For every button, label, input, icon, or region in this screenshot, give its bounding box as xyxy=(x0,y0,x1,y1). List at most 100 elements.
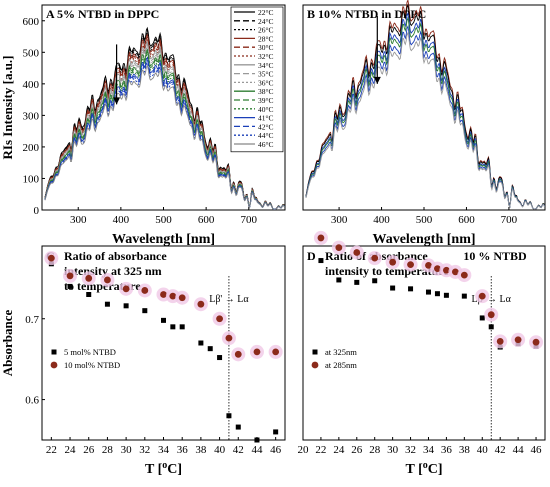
x-tick-label: 300 xyxy=(331,214,348,226)
data-point-circle xyxy=(85,274,93,282)
data-point-circle xyxy=(234,350,242,358)
data-point-square xyxy=(354,279,360,285)
legend-label: 35°C xyxy=(258,70,274,79)
data-point-square xyxy=(434,291,440,297)
legend-label: 40°C xyxy=(258,105,274,114)
x-tick-label: 44 xyxy=(513,444,525,456)
y-tick-label: 200 xyxy=(23,142,40,154)
data-point-circle xyxy=(104,276,111,284)
x-tick-label: 36 xyxy=(177,444,189,456)
arrow-head xyxy=(113,97,121,105)
x-axis-label: T [oC] xyxy=(145,460,182,477)
data-point-square xyxy=(198,340,204,346)
x-tick-label: 32 xyxy=(139,444,150,456)
data-point-circle xyxy=(451,268,459,276)
data-point-circle xyxy=(178,294,186,302)
data-point-square xyxy=(390,285,396,291)
legend-marker xyxy=(50,361,58,369)
x-axis-label-unit: C] xyxy=(167,462,182,477)
panel-title: intensity to temperature xyxy=(325,264,449,278)
data-point-square xyxy=(488,324,494,330)
legend-marker xyxy=(51,349,57,355)
data-point-circle xyxy=(514,336,522,344)
legend-label: 26°C xyxy=(258,26,274,35)
data-point-square xyxy=(461,293,467,299)
panel-extra-label: 10 % NTBD xyxy=(463,249,527,263)
x-tick-label: 40 xyxy=(214,444,226,456)
x-tick-label: 26 xyxy=(83,444,95,456)
legend-label: at 285nm xyxy=(325,360,357,370)
x-tick-label: 600 xyxy=(458,214,475,226)
x-tick-label: 500 xyxy=(416,214,433,226)
data-point-square xyxy=(273,429,279,435)
data-point-square xyxy=(104,301,110,307)
legend-label: 28°C xyxy=(258,34,274,43)
legend-label: 44°C xyxy=(258,131,274,140)
data-point-square xyxy=(443,292,449,298)
x-tick-label: 600 xyxy=(198,214,215,226)
data-point-circle xyxy=(225,334,233,342)
x-axis-label: Wavelength [nm] xyxy=(112,232,215,247)
data-point-circle xyxy=(141,287,149,294)
data-point-square xyxy=(207,346,213,352)
degree-superscript: o xyxy=(162,460,167,471)
transition-label: Lβ' → Lα xyxy=(209,294,249,305)
x-tick-label: 36 xyxy=(441,444,453,456)
x-tick-label: 34 xyxy=(158,444,170,456)
x-tick-label: 30 xyxy=(121,444,133,456)
degree-superscript: o xyxy=(423,460,428,471)
panel-label: D xyxy=(307,249,316,263)
panel-title: Ratio of absorbance xyxy=(64,249,167,263)
x-tick-label: 40 xyxy=(477,444,489,456)
data-point-circle xyxy=(47,254,55,262)
data-point-square xyxy=(235,424,241,430)
data-point-circle xyxy=(443,266,450,274)
data-point-square xyxy=(226,413,232,419)
y-tick-label: 100 xyxy=(23,173,40,185)
x-axis-label: Wavelength [nm] xyxy=(372,232,475,247)
x-tick-label: 700 xyxy=(501,214,518,226)
x-tick-label: 32 xyxy=(405,444,416,456)
y-tick-label: 0.6 xyxy=(25,395,39,407)
data-point-circle xyxy=(216,315,223,323)
x-tick-label: 20 xyxy=(298,444,310,456)
data-point-circle xyxy=(317,234,325,242)
legend-marker xyxy=(311,361,319,369)
legend-label: 32°C xyxy=(258,52,274,61)
x-tick-label: 24 xyxy=(65,444,77,456)
x-tick-label: 400 xyxy=(373,214,390,226)
x-tick-label: 400 xyxy=(113,214,130,226)
legend-label: 34°C xyxy=(258,61,274,70)
legend-label: 36°C xyxy=(258,78,274,87)
legend-label: at 325nm xyxy=(325,347,357,357)
spectrum-line xyxy=(305,0,546,210)
data-point-square xyxy=(372,278,378,284)
legend-marker xyxy=(312,349,318,355)
panel-a: 300 400 500 600 700 0 100 200 300 400 500 600 Wavele… xyxy=(0,4,286,247)
legend-box xyxy=(230,6,284,153)
data-point-circle xyxy=(371,254,379,262)
y-tick-label: 600 xyxy=(23,16,40,28)
y-axis-label: Absorbance xyxy=(0,310,15,377)
data-point-square xyxy=(142,308,148,314)
data-point-circle xyxy=(169,292,177,300)
spectrum-line xyxy=(305,3,546,210)
legend-label: 41°C xyxy=(258,114,274,123)
legend-label: 30°C xyxy=(258,43,274,52)
data-point-circle xyxy=(253,348,261,356)
data-point-circle xyxy=(389,258,397,266)
x-tick-label: 500 xyxy=(155,214,172,226)
x-tick-label: 22 xyxy=(315,444,326,456)
data-point-square xyxy=(123,303,129,309)
x-tick-label: 300 xyxy=(70,214,87,226)
panel-label: A 5% NTBD in DPPC xyxy=(46,7,159,21)
panel-c: 22 24 26 28 30 32 34 36 38 40 42 44 46 0.6 0.7 T [oC] Ab… xyxy=(0,245,286,477)
legend-label: 10 mol% NTBD xyxy=(64,360,120,370)
y-tick-label: 0.7 xyxy=(25,314,39,326)
x-tick-label: 46 xyxy=(531,444,543,456)
data-point-circle xyxy=(478,292,486,300)
x-tick-label: 46 xyxy=(270,444,282,456)
x-tick-label: 22 xyxy=(46,444,57,456)
data-point-circle xyxy=(487,311,495,319)
data-point-square xyxy=(408,286,414,292)
